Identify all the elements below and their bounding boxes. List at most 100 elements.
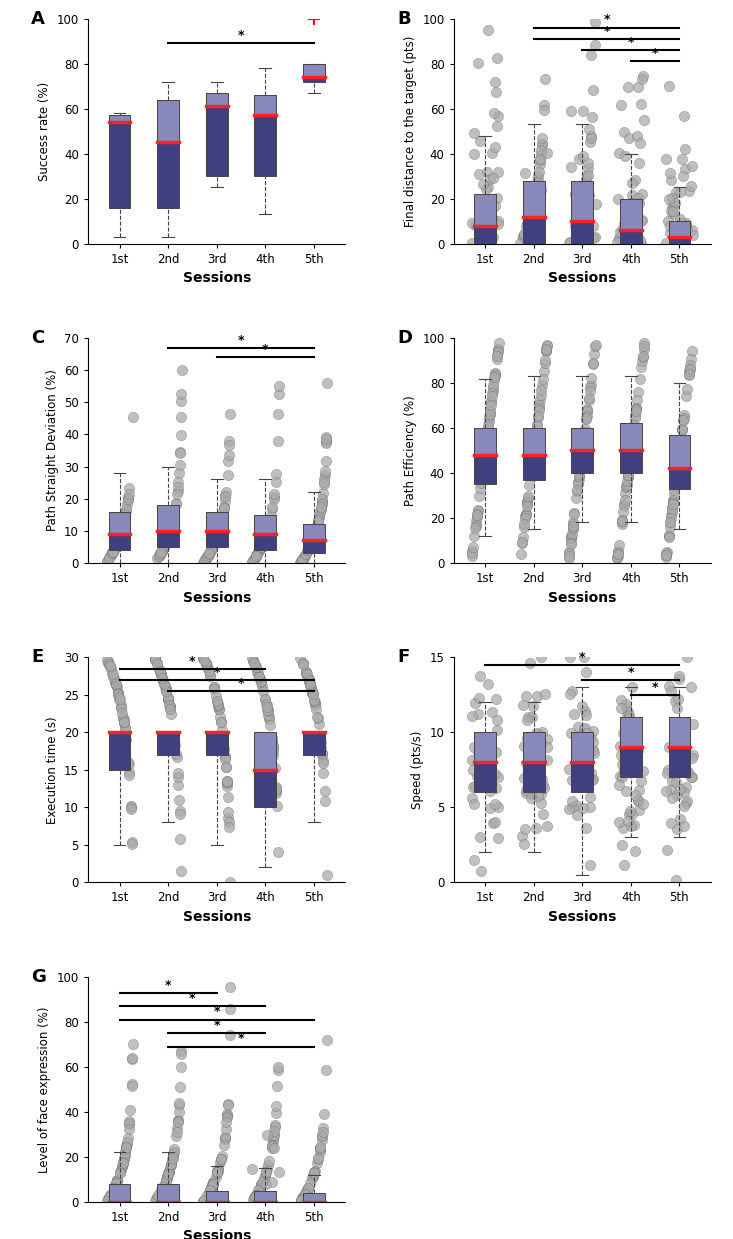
Bar [620, 717, 642, 747]
X-axis label: Sessions: Sessions [183, 1229, 251, 1239]
Point [672, 453, 684, 473]
Bar [206, 512, 228, 546]
Bar [303, 1193, 325, 1202]
Point [626, 804, 638, 824]
Point [491, 344, 503, 364]
Point [253, 1181, 265, 1201]
Point [262, 519, 273, 539]
Point [156, 1178, 168, 1198]
Point [255, 1175, 267, 1194]
Point [612, 541, 624, 561]
Point [221, 1113, 232, 1132]
Point [530, 203, 542, 223]
Point [110, 535, 122, 555]
Point [114, 1162, 126, 1182]
Point [636, 211, 647, 230]
Point [483, 411, 495, 431]
Point [585, 128, 597, 147]
Point [258, 530, 270, 550]
Point [520, 753, 531, 773]
Point [572, 475, 584, 494]
Point [565, 528, 577, 548]
Point [272, 841, 284, 861]
Bar [571, 762, 593, 793]
Point [167, 509, 179, 529]
Text: E: E [32, 648, 43, 667]
Point [687, 221, 699, 240]
Point [677, 149, 688, 169]
Point [172, 484, 183, 504]
Point [621, 475, 633, 494]
Point [172, 472, 184, 492]
Point [152, 1186, 164, 1206]
Point [255, 672, 267, 691]
Point [584, 855, 596, 875]
Point [616, 818, 628, 838]
Point [678, 815, 690, 835]
Point [574, 755, 586, 774]
Point [212, 1160, 224, 1180]
Bar [523, 181, 545, 217]
Point [314, 1139, 326, 1158]
Text: *: * [237, 676, 244, 690]
Point [571, 766, 583, 786]
Point [482, 415, 494, 435]
Point [662, 761, 674, 781]
Point [485, 395, 497, 415]
Point [489, 813, 501, 833]
Point [172, 477, 184, 497]
Point [487, 167, 499, 187]
Point [529, 761, 541, 781]
Point [124, 1110, 136, 1130]
Point [476, 206, 487, 225]
Point [672, 453, 684, 473]
Point [614, 228, 625, 248]
Point [573, 466, 585, 486]
Point [105, 546, 117, 566]
Point [520, 504, 531, 524]
Text: *: * [165, 979, 172, 991]
Point [221, 1105, 233, 1125]
Point [308, 1163, 320, 1183]
Point [566, 769, 578, 789]
Point [250, 658, 262, 678]
Point [476, 467, 487, 487]
Point [471, 506, 483, 525]
Point [539, 684, 550, 704]
Point [535, 181, 547, 201]
Point [674, 667, 685, 686]
Point [578, 146, 589, 166]
Point [305, 676, 317, 696]
Point [630, 400, 641, 420]
Point [222, 787, 234, 807]
Point [319, 792, 331, 812]
Bar [523, 732, 545, 793]
Point [532, 406, 544, 426]
Point [665, 813, 677, 833]
Point [306, 683, 318, 703]
Point [565, 157, 577, 177]
Point [172, 767, 184, 787]
Point [665, 170, 677, 190]
Point [515, 544, 526, 564]
Point [667, 763, 679, 783]
Point [618, 496, 630, 515]
Point [521, 492, 533, 512]
Point [210, 1167, 221, 1187]
Point [538, 778, 550, 798]
Point [674, 434, 686, 453]
Point [302, 1180, 314, 1199]
Point [270, 1097, 282, 1116]
Point [309, 1162, 320, 1182]
Point [175, 384, 187, 404]
Point [616, 512, 627, 532]
Bar [157, 506, 179, 546]
Point [521, 492, 533, 512]
Point [318, 470, 330, 489]
Point [157, 668, 169, 688]
Point [199, 550, 211, 570]
Point [314, 1142, 325, 1162]
Point [671, 735, 683, 755]
Point [262, 518, 274, 538]
Point [103, 549, 115, 569]
